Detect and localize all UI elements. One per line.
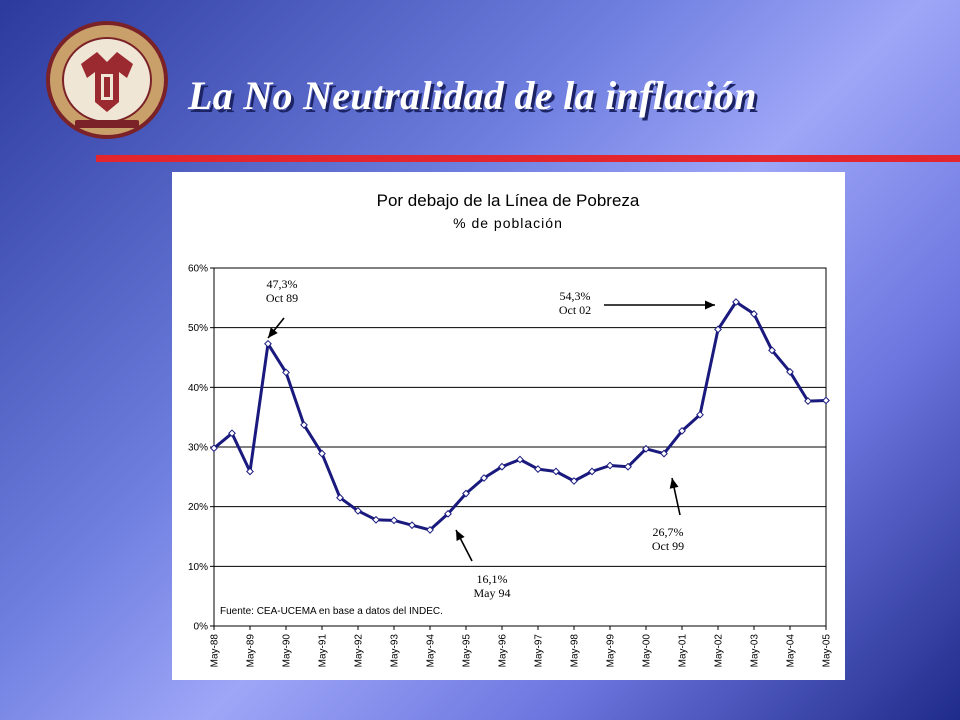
x-tick-label: May-04 (786, 634, 797, 668)
chart-source: Fuente: CEA-UCEMA en base a datos del IN… (220, 606, 443, 617)
data-point (606, 461, 614, 470)
poverty-line-chart: Por debajo de la Línea de Pobreza % de p… (188, 191, 833, 668)
x-tick-label: May-03 (750, 634, 761, 668)
data-point (822, 396, 830, 405)
data-point (696, 410, 704, 419)
x-tick-label: May-99 (606, 634, 617, 668)
chart-subtitle: % de población (453, 215, 563, 231)
chart-panel: Por debajo de la Línea de Pobreza % de p… (172, 172, 845, 680)
annotation-date: Oct 02 (559, 303, 591, 317)
y-tick-label: 40% (188, 383, 208, 394)
x-tick-label: May-98 (570, 634, 581, 668)
data-point (732, 298, 740, 306)
data-point (354, 506, 362, 515)
x-tick-label: May-93 (390, 634, 401, 668)
x-tick-label: May-90 (282, 634, 293, 668)
data-point (318, 449, 326, 458)
annotation-date: Oct 89 (266, 291, 298, 305)
annotation-value: 16,1% (477, 572, 508, 586)
y-tick-label: 30% (188, 443, 208, 454)
annotation-date: May 94 (474, 586, 511, 600)
chart-title: Por debajo de la Línea de Pobreza (377, 191, 640, 210)
x-tick-label: May-96 (498, 634, 509, 668)
x-tick-label: May-05 (822, 634, 833, 668)
slide-title: La No Neutralidad de la inflación (188, 73, 757, 118)
x-tick-label: May-89 (246, 634, 257, 668)
data-point (246, 467, 254, 476)
annotation-arrow-head (268, 327, 278, 338)
data-point (426, 526, 434, 534)
y-tick-label: 0% (194, 622, 209, 633)
x-tick-label: May-88 (210, 634, 221, 668)
title-underline (96, 155, 960, 162)
series-line (213, 300, 827, 532)
data-point (462, 489, 470, 498)
data-point (300, 421, 308, 429)
x-tick-label: May-00 (642, 634, 653, 668)
x-tick-label: May-01 (678, 634, 689, 668)
data-point (570, 477, 578, 485)
data-point (228, 429, 236, 438)
x-tick-label: May-02 (714, 634, 725, 668)
data-point (804, 397, 812, 405)
x-tick-label: May-92 (354, 634, 365, 668)
data-point (264, 339, 272, 348)
y-tick-label: 20% (188, 502, 208, 513)
data-point (336, 493, 344, 502)
data-point (660, 449, 668, 458)
annotation-arrow-head (456, 530, 465, 541)
data-point (516, 455, 524, 464)
annotation-value: 47,3% (267, 277, 298, 291)
data-point (390, 516, 398, 525)
x-tick-label: May-91 (318, 634, 329, 668)
data-point (480, 474, 488, 482)
annotation-arrow-head (705, 300, 715, 310)
data-point (408, 521, 416, 530)
y-tick-label: 50% (188, 323, 208, 334)
x-tick-label: May-95 (462, 634, 473, 668)
data-point (678, 426, 686, 435)
annotation-value: 54,3% (560, 289, 591, 303)
data-point (534, 465, 542, 473)
data-point (588, 467, 596, 476)
y-tick-label: 10% (188, 562, 208, 573)
data-point (642, 444, 650, 453)
y-tick-label: 60% (188, 264, 208, 275)
x-tick-label: May-97 (534, 634, 545, 668)
data-point (714, 325, 722, 334)
university-seal (46, 21, 168, 139)
annotation-date: Oct 99 (652, 539, 684, 553)
data-point (552, 467, 560, 476)
x-tick-label: May-94 (426, 634, 437, 668)
data-point (498, 462, 506, 471)
data-point (624, 462, 632, 471)
annotation-value: 26,7% (653, 525, 684, 539)
data-point (750, 310, 758, 318)
data-point (786, 367, 794, 376)
data-point (282, 368, 290, 377)
data-point (444, 509, 452, 518)
data-point (210, 444, 218, 453)
data-point (768, 346, 776, 355)
annotation-arrow-head (669, 478, 679, 489)
data-point (372, 515, 380, 524)
